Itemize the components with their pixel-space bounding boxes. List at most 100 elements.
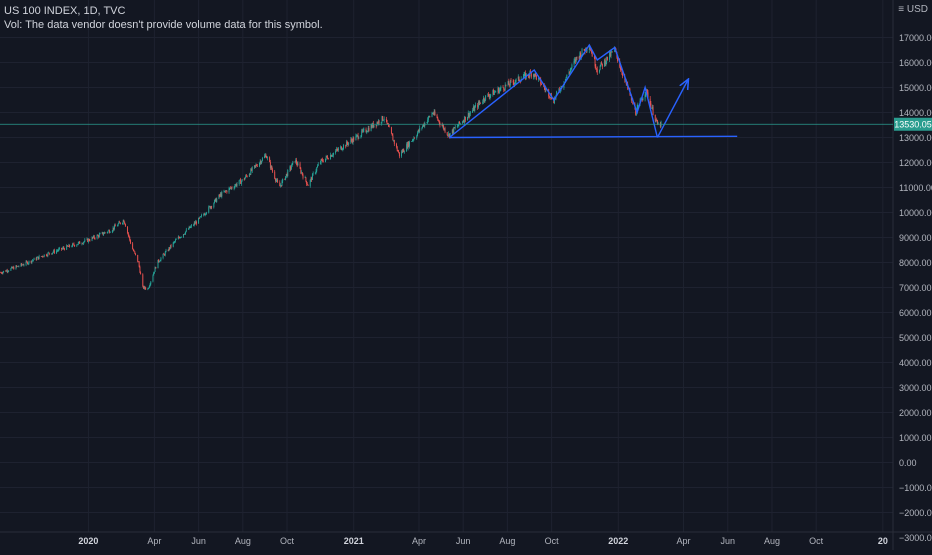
candle-body xyxy=(37,256,39,258)
candle-body xyxy=(454,127,456,129)
candle-body xyxy=(646,89,648,93)
candle-body xyxy=(540,79,542,85)
candle xyxy=(26,260,28,263)
drawings[interactable] xyxy=(448,43,738,139)
candle-body xyxy=(13,267,15,270)
candle-body xyxy=(346,141,348,144)
symbol-title[interactable]: US 100 INDEX, 1D, TVC xyxy=(4,5,126,17)
candle xyxy=(510,78,512,83)
candle xyxy=(428,115,430,118)
pattern-zigzag[interactable] xyxy=(448,43,659,139)
candle-body xyxy=(353,137,355,141)
candle-body xyxy=(423,124,425,127)
candle xyxy=(575,57,576,64)
candle-body xyxy=(200,216,202,217)
candle-body xyxy=(71,246,73,248)
candle xyxy=(609,50,611,58)
candle-body xyxy=(401,151,403,157)
candle xyxy=(307,184,309,187)
candle xyxy=(469,111,471,118)
candle-body xyxy=(503,87,505,90)
candle xyxy=(319,160,321,165)
candle xyxy=(467,116,468,121)
candle-body xyxy=(84,239,86,242)
candle-body xyxy=(143,286,144,289)
candle-body xyxy=(467,113,469,118)
candle xyxy=(311,173,313,180)
candle-body xyxy=(66,245,68,250)
candle xyxy=(109,231,111,233)
candle-body xyxy=(164,252,166,256)
candle-body xyxy=(189,226,191,228)
last-price-tag[interactable] xyxy=(894,117,932,131)
candle xyxy=(148,285,150,289)
candle xyxy=(203,212,205,216)
candle xyxy=(22,263,24,266)
candle-body xyxy=(340,146,342,150)
neckline[interactable] xyxy=(449,135,738,139)
candle xyxy=(535,75,537,81)
candle-body xyxy=(593,56,595,59)
candle-body xyxy=(240,181,242,184)
candle xyxy=(124,223,126,227)
candle-body xyxy=(345,145,347,147)
candle xyxy=(330,152,331,160)
candle-body xyxy=(611,51,613,53)
candle-body xyxy=(231,187,233,189)
last-price-label: 13530.05 xyxy=(894,120,932,130)
candle-body xyxy=(315,170,317,173)
candle-body xyxy=(533,74,534,77)
candle-body xyxy=(124,221,126,225)
candle xyxy=(397,150,399,152)
candle-body xyxy=(15,265,17,270)
candle xyxy=(459,121,460,125)
candle xyxy=(22,264,23,266)
candle xyxy=(453,126,455,135)
candle xyxy=(315,168,317,175)
candle xyxy=(170,243,172,249)
candle-body xyxy=(314,172,316,174)
candle-body xyxy=(578,57,580,59)
candle-body xyxy=(579,52,581,59)
candle xyxy=(388,122,389,127)
time-tick-label: Oct xyxy=(809,536,824,546)
candle xyxy=(223,189,225,193)
candle xyxy=(418,128,420,133)
candle-body xyxy=(336,149,338,150)
candle-body xyxy=(2,272,4,274)
candle xyxy=(342,148,344,152)
candle xyxy=(474,105,476,113)
candle xyxy=(356,134,358,138)
projection-arrow[interactable] xyxy=(656,80,688,138)
candle-body xyxy=(393,140,395,141)
candle xyxy=(265,153,267,158)
candle-body xyxy=(306,184,308,185)
candle xyxy=(385,116,387,123)
candle xyxy=(346,140,348,145)
candle xyxy=(122,219,124,225)
candle xyxy=(137,261,139,263)
candle xyxy=(583,48,585,52)
candle xyxy=(2,271,4,275)
candle xyxy=(351,137,352,143)
time-axis[interactable] xyxy=(0,532,932,550)
candle-body xyxy=(317,163,319,166)
candle xyxy=(163,252,165,255)
currency-label[interactable]: ≡ USD xyxy=(898,4,928,15)
candle xyxy=(652,104,654,116)
candle xyxy=(352,136,354,145)
candle xyxy=(280,185,282,188)
candle-body xyxy=(66,245,68,247)
candle xyxy=(173,240,175,244)
price-axis[interactable] xyxy=(893,0,932,532)
candle xyxy=(427,117,429,125)
time-tick-label: Apr xyxy=(412,536,426,546)
candle-body xyxy=(269,162,271,168)
candle xyxy=(398,152,400,159)
candle xyxy=(407,141,409,151)
candle xyxy=(235,183,237,187)
candle xyxy=(533,73,534,80)
price-tick-label: 6000.00 xyxy=(899,308,932,318)
